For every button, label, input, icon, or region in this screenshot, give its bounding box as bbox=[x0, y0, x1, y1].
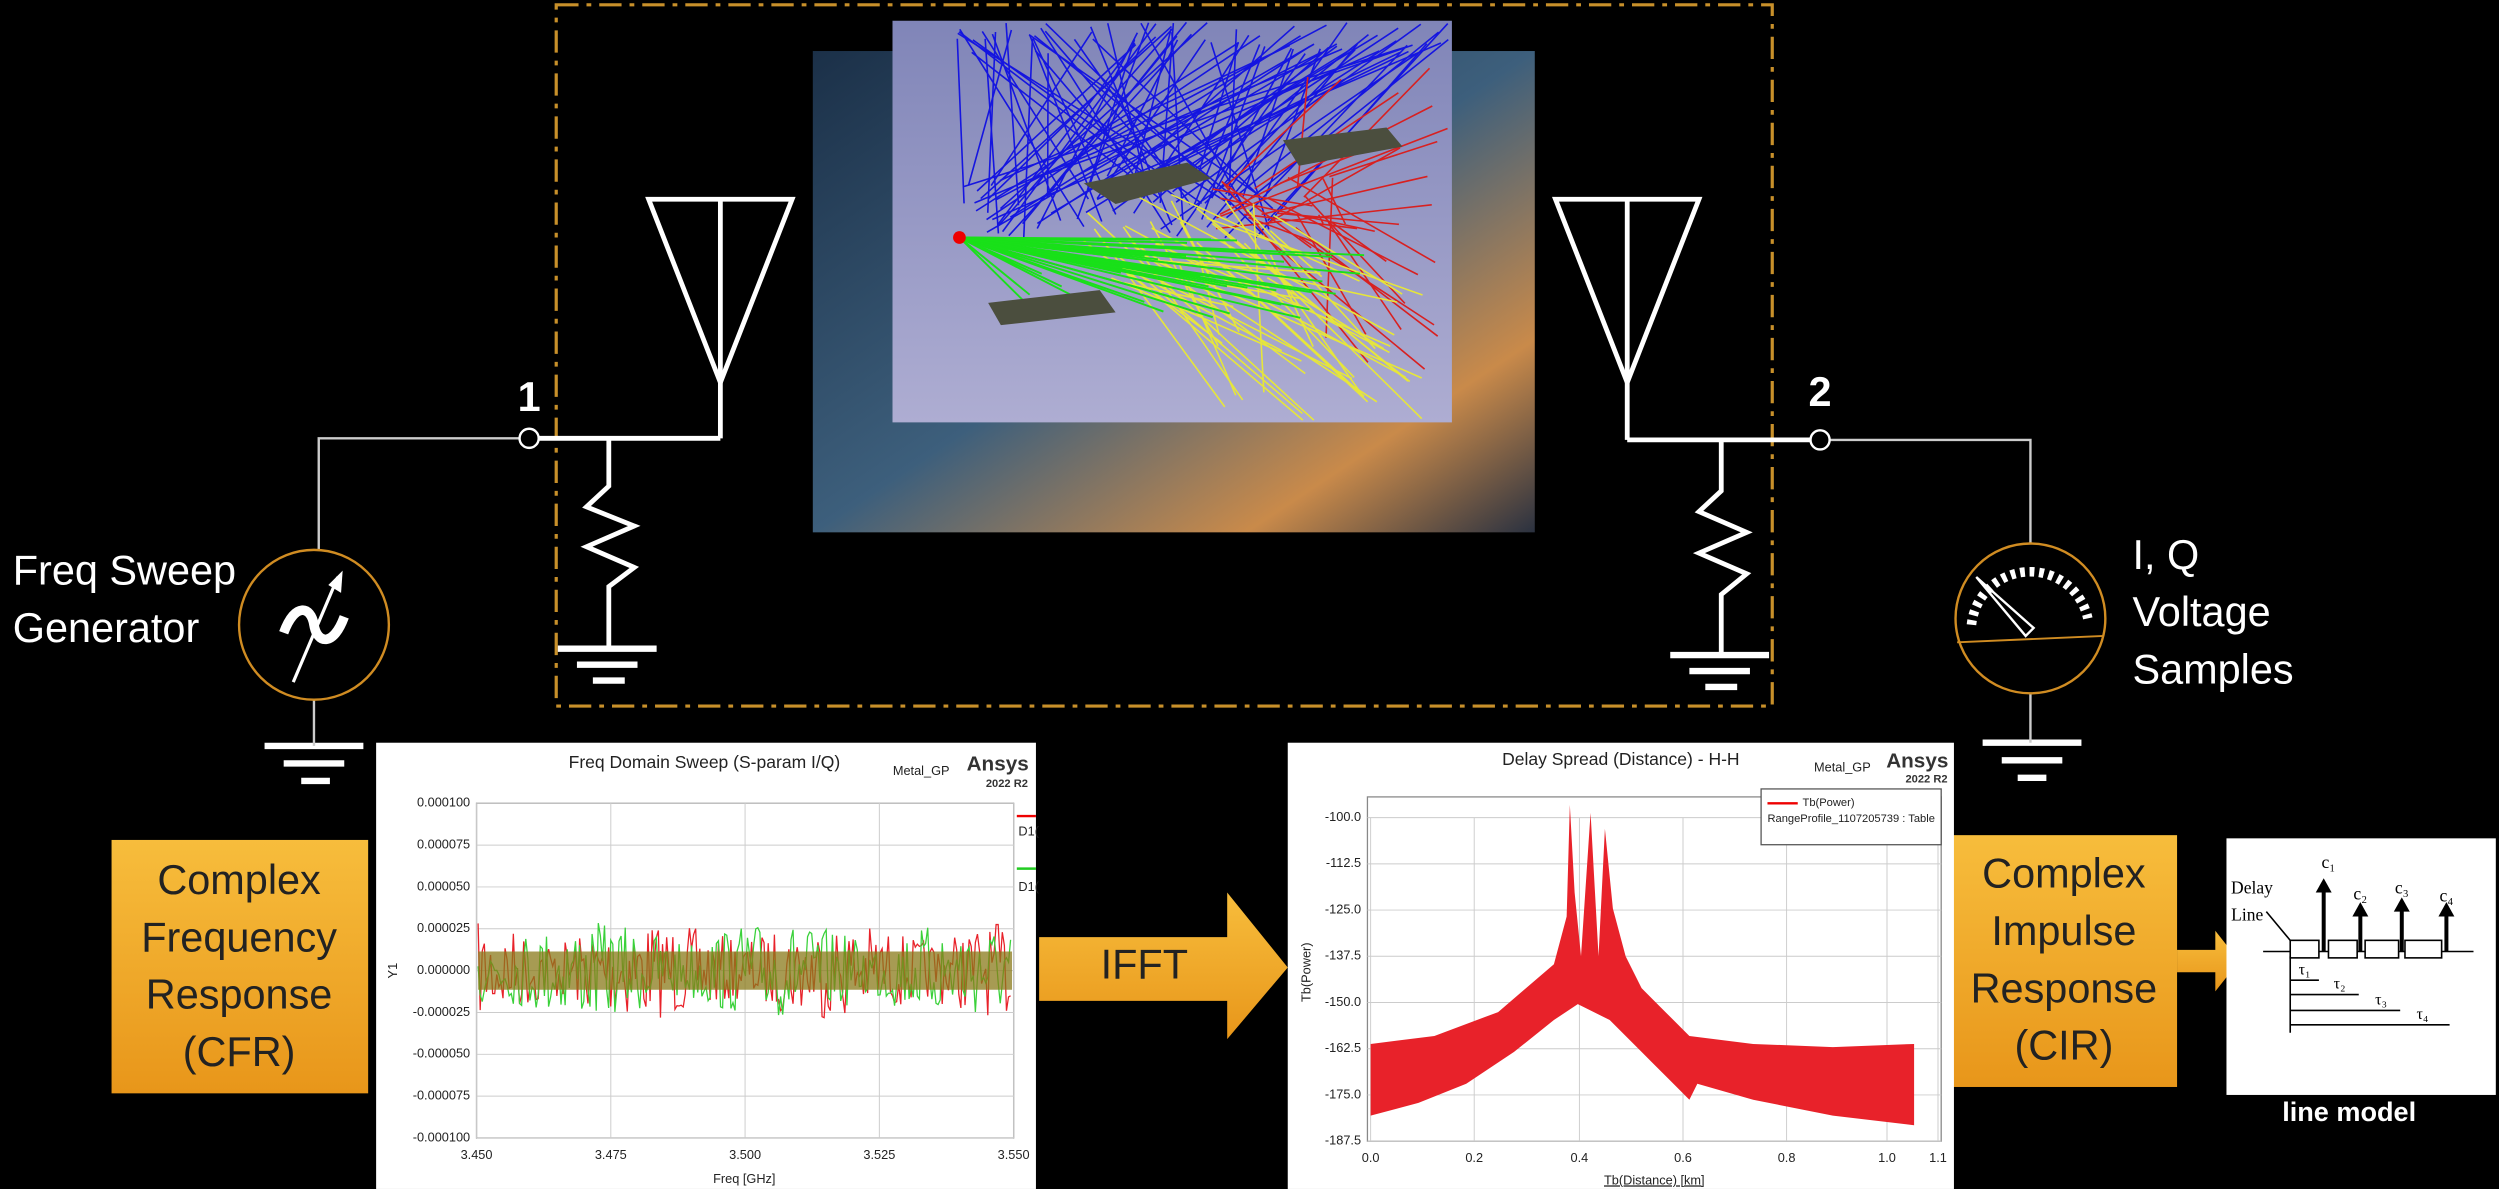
cir-label: (CIR) bbox=[2014, 1022, 2113, 1069]
x-axis-label: Freq [GHz] bbox=[713, 1171, 775, 1186]
x-tick-label: 1.0 bbox=[1878, 1150, 1896, 1165]
caption: Tapped delay- bbox=[2281, 1058, 2461, 1089]
x-tick-label: 3.475 bbox=[595, 1147, 627, 1162]
meter bbox=[1956, 544, 2106, 694]
y-tick-label: 0.000025 bbox=[417, 920, 470, 935]
project-label: Metal_GP bbox=[1814, 760, 1871, 775]
resistor bbox=[1699, 440, 1747, 654]
transmitter bbox=[953, 231, 966, 244]
delay-box bbox=[2290, 940, 2319, 958]
delay-label: τ₄ bbox=[2417, 1006, 2429, 1023]
y-tick-label: -150.0 bbox=[1325, 994, 1361, 1009]
cir-label: Impulse bbox=[1991, 907, 2136, 954]
port-label: 1 bbox=[518, 373, 541, 420]
y-tick-label: -0.000075 bbox=[413, 1088, 470, 1103]
cir-label: Response bbox=[1971, 964, 2158, 1011]
meter-label: I, Q bbox=[2132, 531, 2199, 578]
y-tick-label: -112.5 bbox=[1326, 855, 1361, 870]
delay-box bbox=[2405, 940, 2442, 958]
wire bbox=[1830, 440, 2031, 544]
delay-box bbox=[2328, 940, 2357, 958]
y-tick-label: -0.000100 bbox=[413, 1129, 470, 1144]
cir-label: Complex bbox=[1982, 850, 2146, 897]
y-tick-label: 0.000075 bbox=[417, 836, 470, 851]
x-tick-label: 0.8 bbox=[1778, 1150, 1796, 1165]
ifft-label: IFFT bbox=[1101, 940, 1188, 987]
trace-band bbox=[478, 952, 1012, 990]
x-tick-label: 3.525 bbox=[863, 1147, 895, 1162]
brand: Ansys bbox=[1886, 749, 1948, 772]
meter-label: Voltage bbox=[2132, 588, 2270, 635]
x-tick-label: 0.6 bbox=[1674, 1150, 1692, 1165]
brand: Ansys bbox=[967, 753, 1029, 776]
y-tick-label: -125.0 bbox=[1325, 901, 1361, 916]
source-label: Freq Sweep bbox=[13, 547, 236, 594]
delay-line-label: Delay bbox=[2231, 877, 2273, 897]
source-label: Generator bbox=[13, 604, 200, 651]
cfr-label: Complex bbox=[157, 856, 321, 903]
delay-line-label: Line bbox=[2231, 904, 2263, 924]
cfr-label: (CFR) bbox=[183, 1028, 296, 1075]
y-axis-label: Y1 bbox=[385, 963, 400, 979]
port bbox=[1811, 430, 1830, 449]
y-axis-label: Tb(Power) bbox=[1298, 942, 1313, 1002]
x-tick-label: 0.2 bbox=[1465, 1150, 1483, 1165]
cfr-label: Response bbox=[146, 971, 333, 1018]
caption: line model bbox=[2282, 1096, 2416, 1127]
legend-entry: D1( bbox=[1018, 823, 1039, 838]
meter-label: Samples bbox=[2132, 646, 2293, 693]
project-label: Metal_GP bbox=[893, 763, 950, 778]
delay-label: τ₂ bbox=[2334, 976, 2346, 993]
y-tick-label: -187.5 bbox=[1325, 1133, 1361, 1148]
x-tick-label: 0.0 bbox=[1362, 1150, 1380, 1165]
tap-label: c₁ bbox=[2322, 852, 2336, 872]
tap-label: c₂ bbox=[2353, 884, 2367, 904]
x-tick-label: 0.4 bbox=[1571, 1150, 1589, 1165]
delay-label: τ₃ bbox=[2375, 992, 2387, 1009]
x-tick-label: 3.550 bbox=[998, 1147, 1030, 1162]
wire bbox=[319, 438, 520, 550]
version: 2022 R2 bbox=[986, 778, 1028, 790]
chart-title: Freq Domain Sweep (S-param I/Q) bbox=[569, 752, 841, 772]
y-tick-label: -162.5 bbox=[1325, 1040, 1361, 1055]
y-tick-label: 0.000100 bbox=[417, 795, 470, 810]
tap-label: c₃ bbox=[2395, 877, 2409, 897]
y-tick-label: 0.000000 bbox=[417, 962, 470, 977]
y-tick-label: -100.0 bbox=[1325, 809, 1361, 824]
port-label: 2 bbox=[1809, 368, 1832, 415]
delay-label: τ₁ bbox=[2299, 961, 2311, 978]
legend-entry: Tb(Power) bbox=[1803, 797, 1855, 809]
version: 2022 R2 bbox=[1905, 773, 1947, 785]
y-tick-label: -175.0 bbox=[1325, 1086, 1361, 1101]
y-tick-label: -0.000025 bbox=[413, 1004, 470, 1019]
resistor bbox=[587, 438, 635, 645]
x-tick-label: 3.500 bbox=[729, 1147, 761, 1162]
x-tick-label: 1.1 bbox=[1929, 1150, 1947, 1165]
legend-entry: RangeProfile_1107205739 : Table bbox=[1767, 813, 1934, 825]
port bbox=[520, 429, 539, 448]
y-tick-label: 0.000050 bbox=[417, 878, 470, 893]
diagram: 1 2 Freq Sweep Generator I, Q Voltage Sa… bbox=[0, 0, 2499, 1189]
delay-box bbox=[2365, 940, 2398, 958]
y-tick-label: -137.5 bbox=[1325, 948, 1361, 963]
chart-title: Delay Spread (Distance) - H-H bbox=[1502, 749, 1740, 769]
cfr-label: Frequency bbox=[141, 913, 337, 960]
tap-label: c₄ bbox=[2439, 885, 2453, 905]
legend-entry: D1( bbox=[1018, 879, 1039, 894]
x-tick-label: 3.450 bbox=[461, 1147, 493, 1162]
y-tick-label: -0.000050 bbox=[413, 1046, 470, 1061]
x-axis-label: Tb(Distance) [km] bbox=[1604, 1172, 1705, 1187]
